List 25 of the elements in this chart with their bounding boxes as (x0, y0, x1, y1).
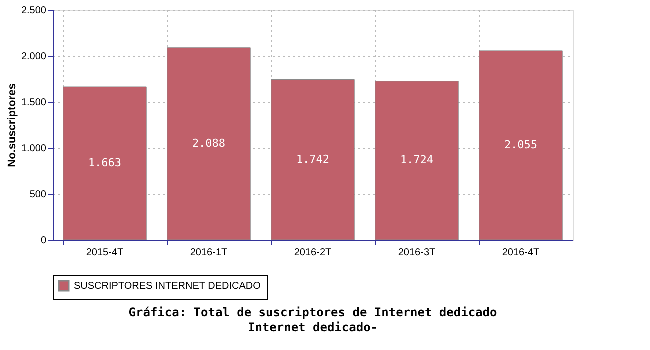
bar (479, 50, 563, 240)
data-label: 1.724 (400, 154, 434, 167)
bar (375, 81, 459, 240)
x-tick-label: 2016-4T (502, 248, 540, 258)
x-tick-label: 2016-2T (294, 248, 332, 258)
x-tick-label: 2016-3T (398, 248, 436, 258)
y-tick-label: 1.500 (21, 98, 47, 108)
y-tick-label: 2.500 (21, 6, 47, 16)
data-label: 1.663 (88, 156, 122, 170)
bar (271, 79, 355, 240)
data-label: 2.055 (504, 138, 538, 152)
y-tick-label: 2.000 (21, 52, 47, 62)
x-tick-label: 2015-4T (86, 248, 124, 258)
y-tick-label: 0 (40, 236, 47, 246)
bar (167, 48, 251, 240)
y-axis-title: No.suscriptores (6, 84, 18, 168)
bar (63, 86, 147, 240)
data-label: 1.742 (296, 152, 330, 166)
y-tick-label: 500 (30, 190, 47, 200)
data-label: 2.088 (192, 136, 226, 150)
text: Gráfica: Total de suscriptores de Internet dedicado (128, 306, 498, 320)
x-tick-label: 2016-1T (190, 248, 228, 258)
legend-label: SUSCRIPTORES INTERNET DEDICADO (74, 281, 262, 292)
text: Internet dedicado- (248, 320, 378, 334)
y-tick-label: 1.000 (21, 144, 47, 154)
